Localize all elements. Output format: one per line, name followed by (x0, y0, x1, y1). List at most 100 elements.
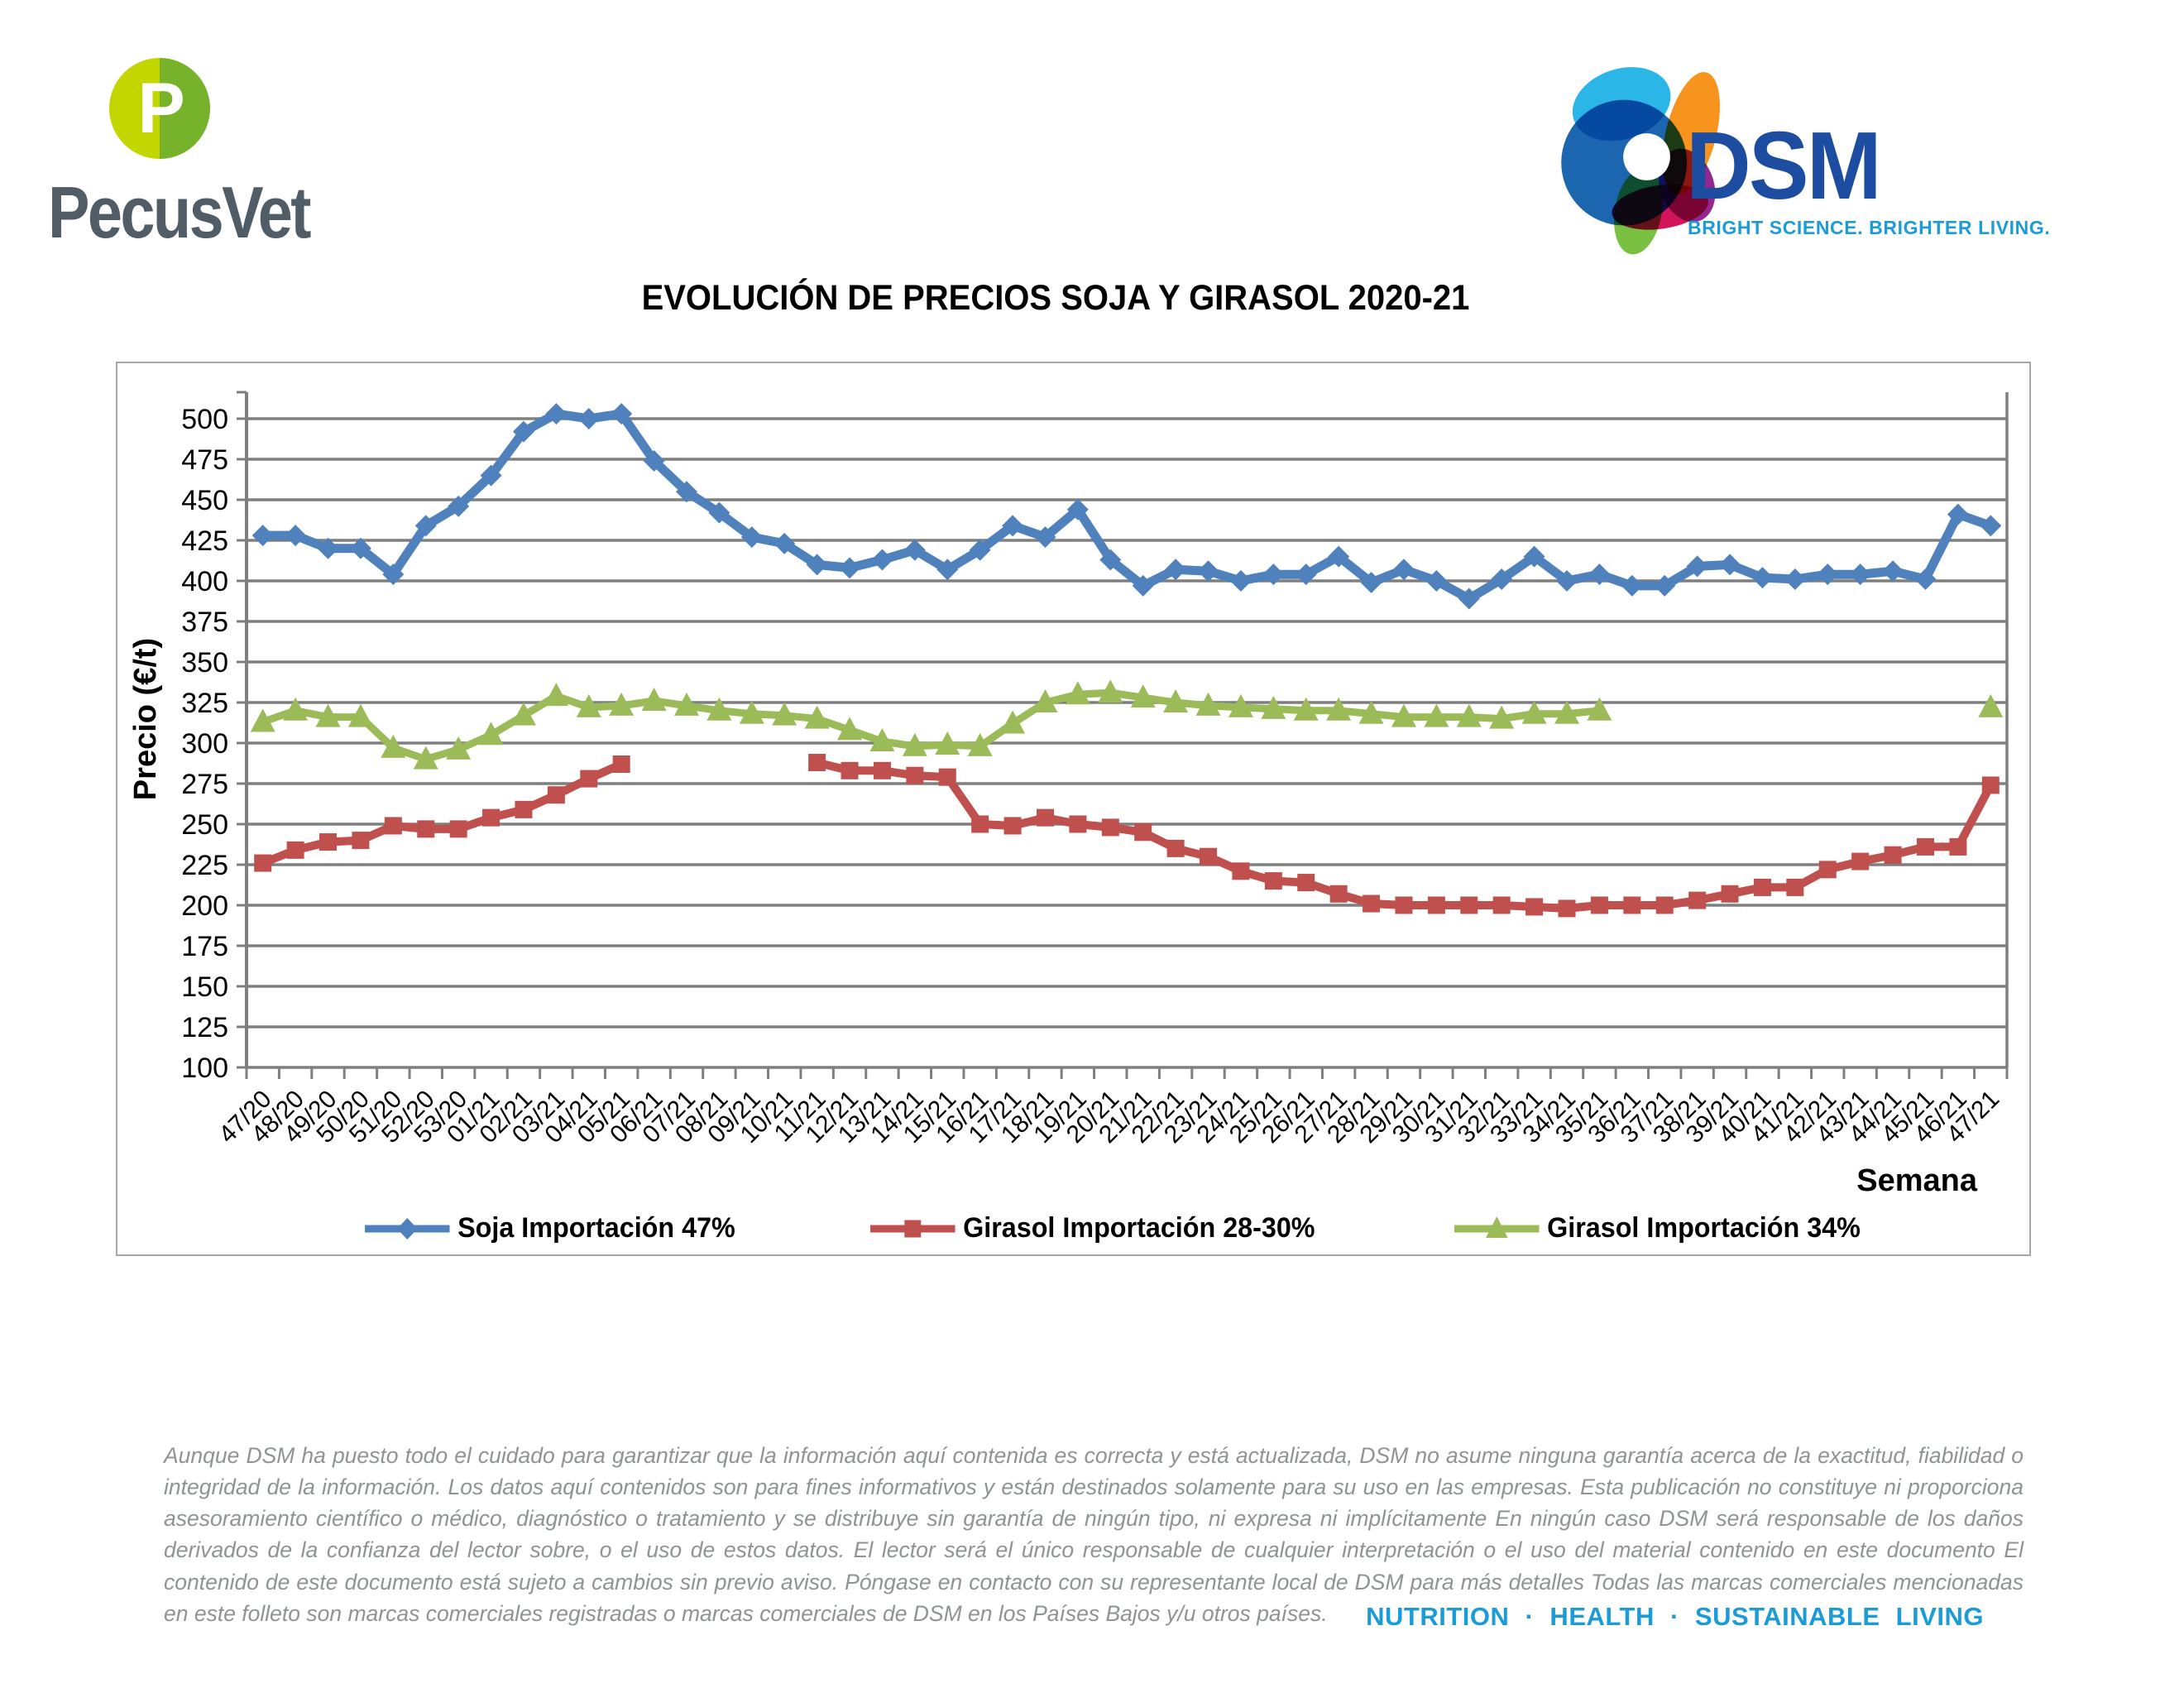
data-point-square (906, 766, 924, 784)
data-point-diamond (1914, 568, 1937, 591)
x-axis-ticks (245, 1067, 2009, 1079)
data-point-triangle (1130, 684, 1156, 708)
series-square (254, 754, 2000, 918)
data-point-diamond (1817, 563, 1839, 586)
data-point-square (1492, 896, 1511, 914)
data-point-diamond (1751, 567, 1774, 589)
y-tick-label: 150 (181, 971, 228, 1003)
legend-marker-square (869, 1220, 956, 1237)
data-point-square (547, 786, 565, 804)
data-point-triangle (283, 697, 309, 721)
data-point-triangle (1261, 695, 1286, 719)
data-point-diamond (839, 557, 861, 579)
data-point-diamond (1425, 570, 1448, 592)
data-point-square (808, 754, 826, 772)
data-point-square (1981, 776, 2000, 794)
y-tick-label: 300 (181, 728, 228, 760)
data-point-diamond (1784, 568, 1806, 591)
data-point-square (873, 761, 891, 779)
data-point-triangle (1326, 697, 1352, 721)
y-tick-label: 400 (181, 566, 228, 597)
data-point-square (1329, 885, 1348, 903)
data-point-diamond (1980, 515, 2002, 537)
data-point-diamond (1197, 560, 1219, 583)
data-point-square (1590, 896, 1608, 914)
data-point-diamond (349, 537, 371, 559)
data-point-triangle (413, 746, 438, 770)
data-point-diamond (1588, 563, 1611, 586)
data-point-square (1786, 878, 1804, 896)
legend-label: Girasol Importación 28-30% (963, 1212, 1315, 1244)
data-point-square (417, 820, 435, 838)
data-point-triangle (1424, 703, 1449, 727)
data-point-diamond (448, 495, 470, 517)
data-point-diamond (1849, 563, 1871, 586)
data-point-triangle (381, 734, 406, 758)
legend-item: Soja Importación 47% (364, 1212, 735, 1244)
data-point-square (1460, 896, 1478, 914)
y-axis-title: Precio (€/t) (128, 638, 163, 800)
data-point-square (384, 817, 402, 835)
dsm-wordmark: DSM (1686, 112, 1882, 219)
legend-label: Soja Importación 47% (457, 1212, 735, 1244)
data-point-triangle (1032, 689, 1058, 712)
y-tick-label: 200 (181, 890, 228, 922)
data-point-diamond (382, 563, 405, 586)
y-tick-label: 375 (181, 607, 228, 638)
data-point-diamond (1491, 568, 1513, 591)
data-point-square (1134, 823, 1152, 842)
data-point-diamond (643, 449, 665, 472)
data-point-triangle (1587, 697, 1612, 721)
data-point-square (1200, 847, 1218, 866)
data-point-square (841, 761, 859, 779)
chart-legend: Soja Importación 47% Girasol Importación … (117, 1212, 2029, 1244)
data-point-diamond (774, 532, 796, 554)
legend-item: Girasol Importación 34% (1454, 1212, 1861, 1244)
data-point-diamond (611, 403, 633, 425)
data-point-diamond (512, 420, 534, 443)
data-point-triangle (869, 728, 895, 752)
data-point-diamond (1654, 574, 1676, 597)
dsm-swirl-icon (1561, 67, 1720, 255)
data-point-triangle (1195, 692, 1221, 716)
y-tick-label: 350 (181, 647, 228, 679)
data-point-diamond (871, 549, 893, 571)
data-point-diamond (1392, 559, 1415, 581)
data-point-triangle (935, 731, 960, 755)
data-point-diamond (936, 559, 959, 581)
data-point-square (971, 815, 989, 833)
data-point-square (1395, 896, 1413, 914)
data-point-diamond (1882, 560, 1904, 583)
data-point-square (1036, 808, 1054, 827)
data-point-diamond (317, 537, 339, 559)
y-tick-label: 250 (181, 809, 228, 841)
data-point-triangle (1000, 710, 1026, 734)
data-point-triangle (772, 702, 797, 726)
data-point-square (1558, 899, 1576, 918)
data-point-diamond (1132, 574, 1154, 597)
y-tick-label: 225 (181, 850, 228, 881)
data-point-square (1916, 837, 1934, 856)
data-point-triangle (837, 717, 863, 741)
data-point-diamond (806, 554, 828, 576)
data-point-square (1363, 894, 1381, 913)
data-point-diamond (251, 525, 274, 547)
data-point-triangle (1098, 679, 1123, 703)
data-point-square (580, 770, 598, 788)
data-point-triangle (1358, 700, 1384, 724)
y-tick-label: 325 (181, 688, 228, 719)
data-point-square (1884, 846, 1902, 864)
data-point-diamond (1295, 563, 1317, 586)
chart-title: EVOLUCIÓN DE PRECIOS SOJA Y GIRASOL 2020… (641, 278, 1470, 318)
data-point-diamond (1002, 515, 1024, 537)
series-diamond (251, 403, 2002, 610)
data-point-square (1655, 896, 1674, 914)
data-point-triangle (446, 736, 472, 760)
data-point-diamond (1947, 503, 1969, 525)
data-point-triangle (739, 700, 764, 724)
data-point-square (482, 808, 500, 827)
data-point-diamond (1686, 555, 1708, 578)
data-point-square (1623, 896, 1641, 914)
data-point-square (1688, 891, 1707, 909)
data-point-square (1851, 852, 1870, 870)
